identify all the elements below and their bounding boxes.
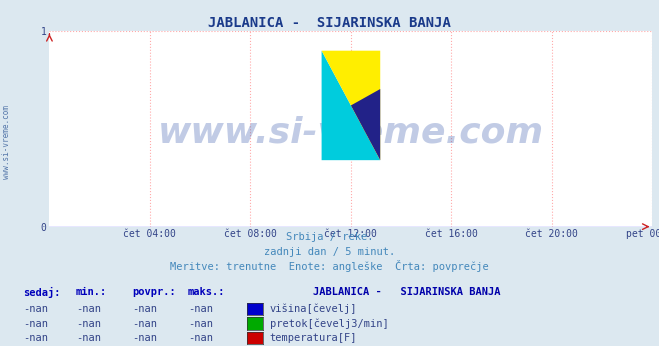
Polygon shape: [322, 51, 380, 160]
Text: -nan: -nan: [23, 304, 48, 314]
Text: -nan: -nan: [188, 319, 213, 328]
Text: min.:: min.:: [76, 288, 107, 297]
Text: -nan: -nan: [132, 333, 157, 343]
Text: JABLANICA -  SIJARINSKA BANJA: JABLANICA - SIJARINSKA BANJA: [208, 16, 451, 29]
Text: -nan: -nan: [23, 319, 48, 328]
Text: Srbija / reke.: Srbija / reke.: [286, 232, 373, 242]
Text: -nan: -nan: [188, 333, 213, 343]
Text: maks.:: maks.:: [188, 288, 225, 297]
Polygon shape: [351, 89, 380, 160]
Text: pretok[čevelj3/min]: pretok[čevelj3/min]: [270, 318, 388, 329]
Text: -nan: -nan: [76, 319, 101, 328]
Text: višina[čevelj]: višina[čevelj]: [270, 304, 357, 314]
Text: www.si-vreme.com: www.si-vreme.com: [2, 105, 11, 179]
Text: -nan: -nan: [132, 304, 157, 314]
Polygon shape: [322, 51, 380, 160]
Text: Meritve: trenutne  Enote: angleške  Črta: povprečje: Meritve: trenutne Enote: angleške Črta: …: [170, 260, 489, 272]
Text: JABLANICA -   SIJARINSKA BANJA: JABLANICA - SIJARINSKA BANJA: [313, 288, 501, 297]
Text: -nan: -nan: [76, 333, 101, 343]
Text: povpr.:: povpr.:: [132, 288, 175, 297]
Text: zadnji dan / 5 minut.: zadnji dan / 5 minut.: [264, 247, 395, 256]
Text: sedaj:: sedaj:: [23, 287, 61, 298]
Text: -nan: -nan: [23, 333, 48, 343]
Text: www.si-vreme.com: www.si-vreme.com: [158, 116, 544, 150]
Text: -nan: -nan: [76, 304, 101, 314]
Text: -nan: -nan: [188, 304, 213, 314]
Text: temperatura[F]: temperatura[F]: [270, 333, 357, 343]
Text: -nan: -nan: [132, 319, 157, 328]
